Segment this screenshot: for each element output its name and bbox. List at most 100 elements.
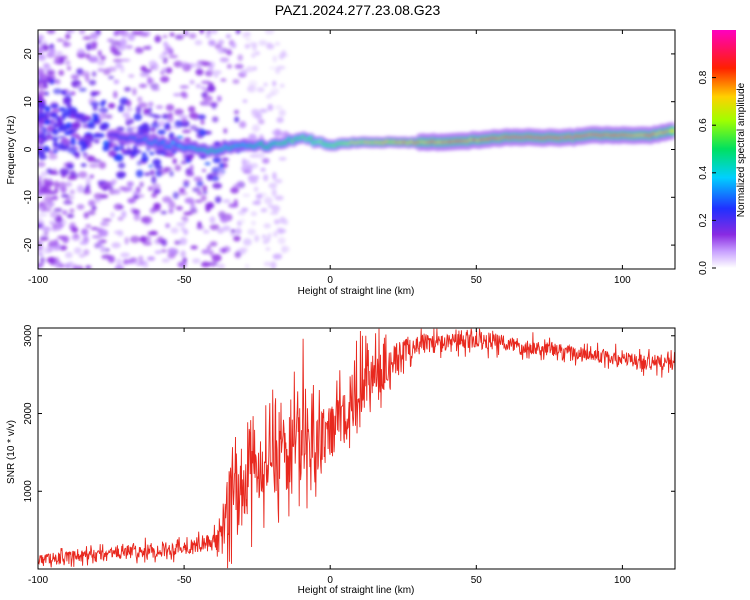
spectrogram-noise-blob	[38, 203, 43, 208]
spectrogram-noise-blob	[161, 258, 170, 263]
spectrogram-noise-blob	[73, 247, 82, 255]
spectrogram-energy-blob	[186, 154, 195, 158]
spectrogram-noise-blob	[217, 39, 225, 45]
spectrogram-noise-blob	[49, 220, 55, 225]
colorbar-tick-label: 0.4	[698, 165, 709, 179]
spectrogram-noise-blob	[144, 172, 151, 177]
spectrogram-noise-blob	[196, 225, 205, 230]
spectrogram-energy-blob	[63, 97, 72, 104]
spectrogram-noise-blob	[91, 235, 102, 239]
colorbar: 0.0 0.2 0.4 0.6 0.8 Normalized spectral ampl…	[698, 30, 747, 275]
spectrogram-noise-blob	[97, 68, 105, 72]
spectrogram-noise-blob	[169, 32, 175, 37]
spectrogram-noise-blob	[278, 109, 286, 117]
spectrogram-noise-blob	[210, 30, 218, 35]
spectrogram-noise-blob	[254, 234, 260, 242]
spectrogram-noise-blob	[76, 204, 85, 210]
spectrogram-noise-blob	[245, 66, 255, 73]
spectrogram-noise-blob	[42, 78, 47, 86]
spectrogram-noise-blob	[166, 125, 172, 131]
spectrogram-noise-blob	[80, 119, 88, 124]
y-tick-label: -10	[23, 190, 34, 205]
spectrogram-noise-blob	[80, 228, 89, 236]
spectrogram-noise-blob	[166, 44, 171, 53]
spectrogram-noise-blob	[78, 87, 87, 92]
spectrogram-noise-blob	[233, 109, 240, 115]
spectrogram-energy-blob	[52, 128, 59, 136]
spectrogram-noise-blob	[247, 84, 257, 93]
spectrogram-noise-blob	[253, 186, 259, 192]
spectrogram-noise-blob	[118, 205, 124, 210]
spectrogram-noise-blob	[146, 235, 152, 243]
spectrogram-x-axis-title: Height of straight line (km)	[298, 286, 415, 297]
spectrogram-noise-blob	[44, 231, 49, 236]
spectrogram-noise-blob	[226, 64, 232, 69]
spectrogram-noise-blob	[214, 73, 219, 78]
spectrogram-noise-blob	[267, 232, 273, 238]
spectrogram-noise-blob	[271, 130, 278, 135]
spectrogram-noise-blob	[127, 197, 137, 204]
spectrogram-noise-blob	[38, 161, 46, 168]
x-tick-label: 0	[327, 575, 333, 586]
spectrogram-noise-blob	[268, 92, 277, 96]
spectrogram-noise-blob	[160, 210, 167, 215]
spectrogram-noise-blob	[189, 79, 195, 85]
spectrogram-noise-blob	[267, 104, 274, 111]
spectrogram-noise-blob	[125, 45, 134, 49]
spectrogram-noise-blob	[70, 75, 80, 79]
spectrogram-noise-blob	[67, 175, 78, 180]
spectrogram-noise-blob	[263, 174, 269, 182]
spectrogram-noise-blob	[206, 85, 216, 93]
spectrogram-noise-blob	[225, 34, 231, 39]
spectrogram-energy-blob	[57, 120, 63, 125]
spectrogram-noise-blob	[56, 223, 62, 231]
y-tick-label: 10	[23, 96, 34, 108]
spectrogram-noise-blob	[104, 114, 113, 119]
spectrogram-energy-blob	[40, 133, 47, 139]
spectrogram-noise-blob	[88, 163, 99, 169]
spectrogram-noise-blob	[276, 253, 282, 259]
spectrogram-noise-blob	[85, 177, 92, 185]
spectrogram-noise-blob	[151, 183, 161, 191]
colorbar-gradient	[712, 30, 736, 268]
y-tick-label: 2000	[23, 402, 34, 425]
spectrogram-noise-blob	[56, 51, 63, 55]
spectrogram-noise-blob	[241, 159, 251, 166]
spectrogram-noise-blob	[240, 69, 248, 75]
spectrogram-noise-blob	[65, 60, 71, 66]
spectrogram-noise-blob	[163, 166, 170, 174]
spectrogram-noise-blob	[247, 228, 256, 235]
spectrogram-noise-blob	[274, 105, 283, 110]
spectrogram-noise-blob	[174, 240, 182, 245]
spectrogram-noise-blob	[209, 241, 218, 247]
spectrogram-noise-blob	[128, 74, 135, 78]
spectrogram-noise-blob	[208, 64, 214, 73]
spectrogram-energy-blob	[68, 129, 74, 135]
spectrogram-noise-blob	[39, 252, 44, 257]
spectrogram-noise-blob	[209, 224, 220, 231]
spectrogram-noise-blob	[91, 32, 99, 41]
spectrogram-noise-blob	[88, 155, 93, 163]
spectrogram-noise-blob	[117, 216, 124, 221]
spectrogram-noise-blob	[208, 261, 218, 267]
spectrogram-noise-blob	[139, 181, 144, 188]
spectrogram-energy-blob	[183, 137, 191, 143]
spectrogram-energy-blob	[39, 118, 45, 124]
spectrogram-energy-blob	[44, 111, 50, 115]
spectrogram-noise-blob	[155, 105, 164, 109]
spectrogram-noise-blob	[86, 183, 91, 191]
spectrogram-noise-blob	[152, 158, 162, 166]
y-tick-label: -20	[23, 237, 34, 252]
spectrogram-noise-blob	[165, 223, 171, 229]
spectrogram-noise-blob	[185, 172, 195, 177]
spectrogram-noise-blob	[38, 85, 47, 90]
spectrogram-noise-blob	[43, 195, 54, 203]
spectrogram-noise-blob	[160, 76, 170, 83]
spectrogram-energy-blob	[84, 135, 92, 139]
spectrogram-noise-blob	[53, 239, 59, 247]
spectrogram-noise-blob	[244, 43, 250, 49]
spectrogram-noise-blob	[189, 125, 198, 131]
y-tick-label: 0	[23, 146, 34, 152]
spectrogram-energy-blob	[198, 155, 208, 159]
spectrogram-noise-blob	[89, 174, 95, 179]
